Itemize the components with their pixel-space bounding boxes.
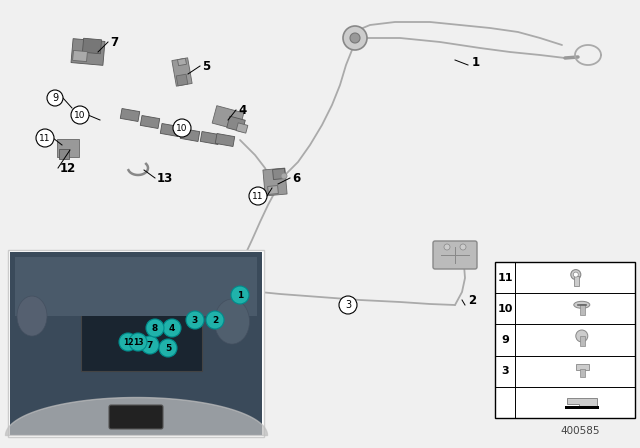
Circle shape <box>119 333 137 351</box>
Bar <box>177 58 186 66</box>
Text: 13: 13 <box>157 172 173 185</box>
Text: 5: 5 <box>202 60 211 73</box>
Bar <box>273 168 285 180</box>
Text: 10: 10 <box>74 111 86 120</box>
Bar <box>8 250 264 437</box>
Circle shape <box>129 333 147 351</box>
Text: 9: 9 <box>52 93 58 103</box>
Bar <box>180 129 200 142</box>
Ellipse shape <box>214 299 250 344</box>
Text: 11: 11 <box>39 134 51 142</box>
Circle shape <box>281 173 287 179</box>
Text: 11: 11 <box>252 191 264 201</box>
Text: 1: 1 <box>472 56 480 69</box>
Bar <box>580 304 585 315</box>
Text: 13: 13 <box>132 337 143 346</box>
Circle shape <box>173 119 191 137</box>
Ellipse shape <box>17 296 47 336</box>
Text: 11: 11 <box>497 272 513 283</box>
Circle shape <box>237 282 243 288</box>
Circle shape <box>343 26 367 50</box>
Circle shape <box>571 270 581 280</box>
Bar <box>268 185 278 194</box>
Bar <box>495 262 635 418</box>
Text: 12: 12 <box>123 337 133 346</box>
Circle shape <box>573 272 579 277</box>
Polygon shape <box>567 398 596 406</box>
Bar <box>580 336 585 346</box>
Bar <box>57 139 79 157</box>
Bar <box>10 252 262 435</box>
Bar <box>212 106 244 130</box>
Text: 5: 5 <box>165 344 171 353</box>
Text: 10: 10 <box>176 124 188 133</box>
Circle shape <box>249 187 267 205</box>
Circle shape <box>71 106 89 124</box>
Circle shape <box>163 319 181 337</box>
Text: 3: 3 <box>345 300 351 310</box>
Ellipse shape <box>574 302 590 308</box>
Bar <box>140 116 160 129</box>
Text: 400585: 400585 <box>560 426 600 436</box>
Bar <box>576 364 589 370</box>
Bar <box>71 39 105 65</box>
Bar <box>227 116 245 132</box>
Bar <box>120 108 140 121</box>
Bar <box>15 258 257 316</box>
Bar <box>236 123 248 133</box>
Text: 7: 7 <box>110 35 118 48</box>
Circle shape <box>206 311 224 329</box>
Text: 3: 3 <box>192 315 198 324</box>
Circle shape <box>576 330 588 342</box>
Bar <box>215 134 235 146</box>
Text: 10: 10 <box>497 304 513 314</box>
Text: 12: 12 <box>60 161 76 175</box>
Circle shape <box>159 339 177 357</box>
Polygon shape <box>564 406 599 409</box>
Circle shape <box>186 311 204 329</box>
Circle shape <box>339 296 357 314</box>
FancyBboxPatch shape <box>433 241 477 269</box>
Circle shape <box>231 286 249 304</box>
Bar <box>59 149 69 159</box>
Bar <box>200 132 220 145</box>
Text: 8: 8 <box>152 323 158 332</box>
Text: 3: 3 <box>501 366 509 376</box>
Text: 1: 1 <box>237 290 243 300</box>
Bar <box>83 38 102 54</box>
Circle shape <box>350 33 360 43</box>
Circle shape <box>141 336 159 354</box>
Bar <box>176 74 188 86</box>
Circle shape <box>47 90 63 106</box>
Text: 2: 2 <box>468 293 476 306</box>
Bar <box>72 51 88 61</box>
Bar <box>81 280 202 371</box>
Text: 7: 7 <box>147 340 153 349</box>
Text: 2: 2 <box>212 315 218 324</box>
Circle shape <box>460 244 466 250</box>
Circle shape <box>444 244 450 250</box>
Text: 6: 6 <box>292 172 300 185</box>
Bar <box>574 276 579 286</box>
Circle shape <box>36 129 54 147</box>
Circle shape <box>146 319 164 337</box>
Bar <box>160 124 180 137</box>
FancyBboxPatch shape <box>109 405 163 429</box>
Text: 4: 4 <box>238 103 246 116</box>
Bar <box>580 369 585 377</box>
Bar <box>263 168 287 196</box>
Bar <box>172 58 192 86</box>
Text: 4: 4 <box>169 323 175 332</box>
Text: 9: 9 <box>501 335 509 345</box>
